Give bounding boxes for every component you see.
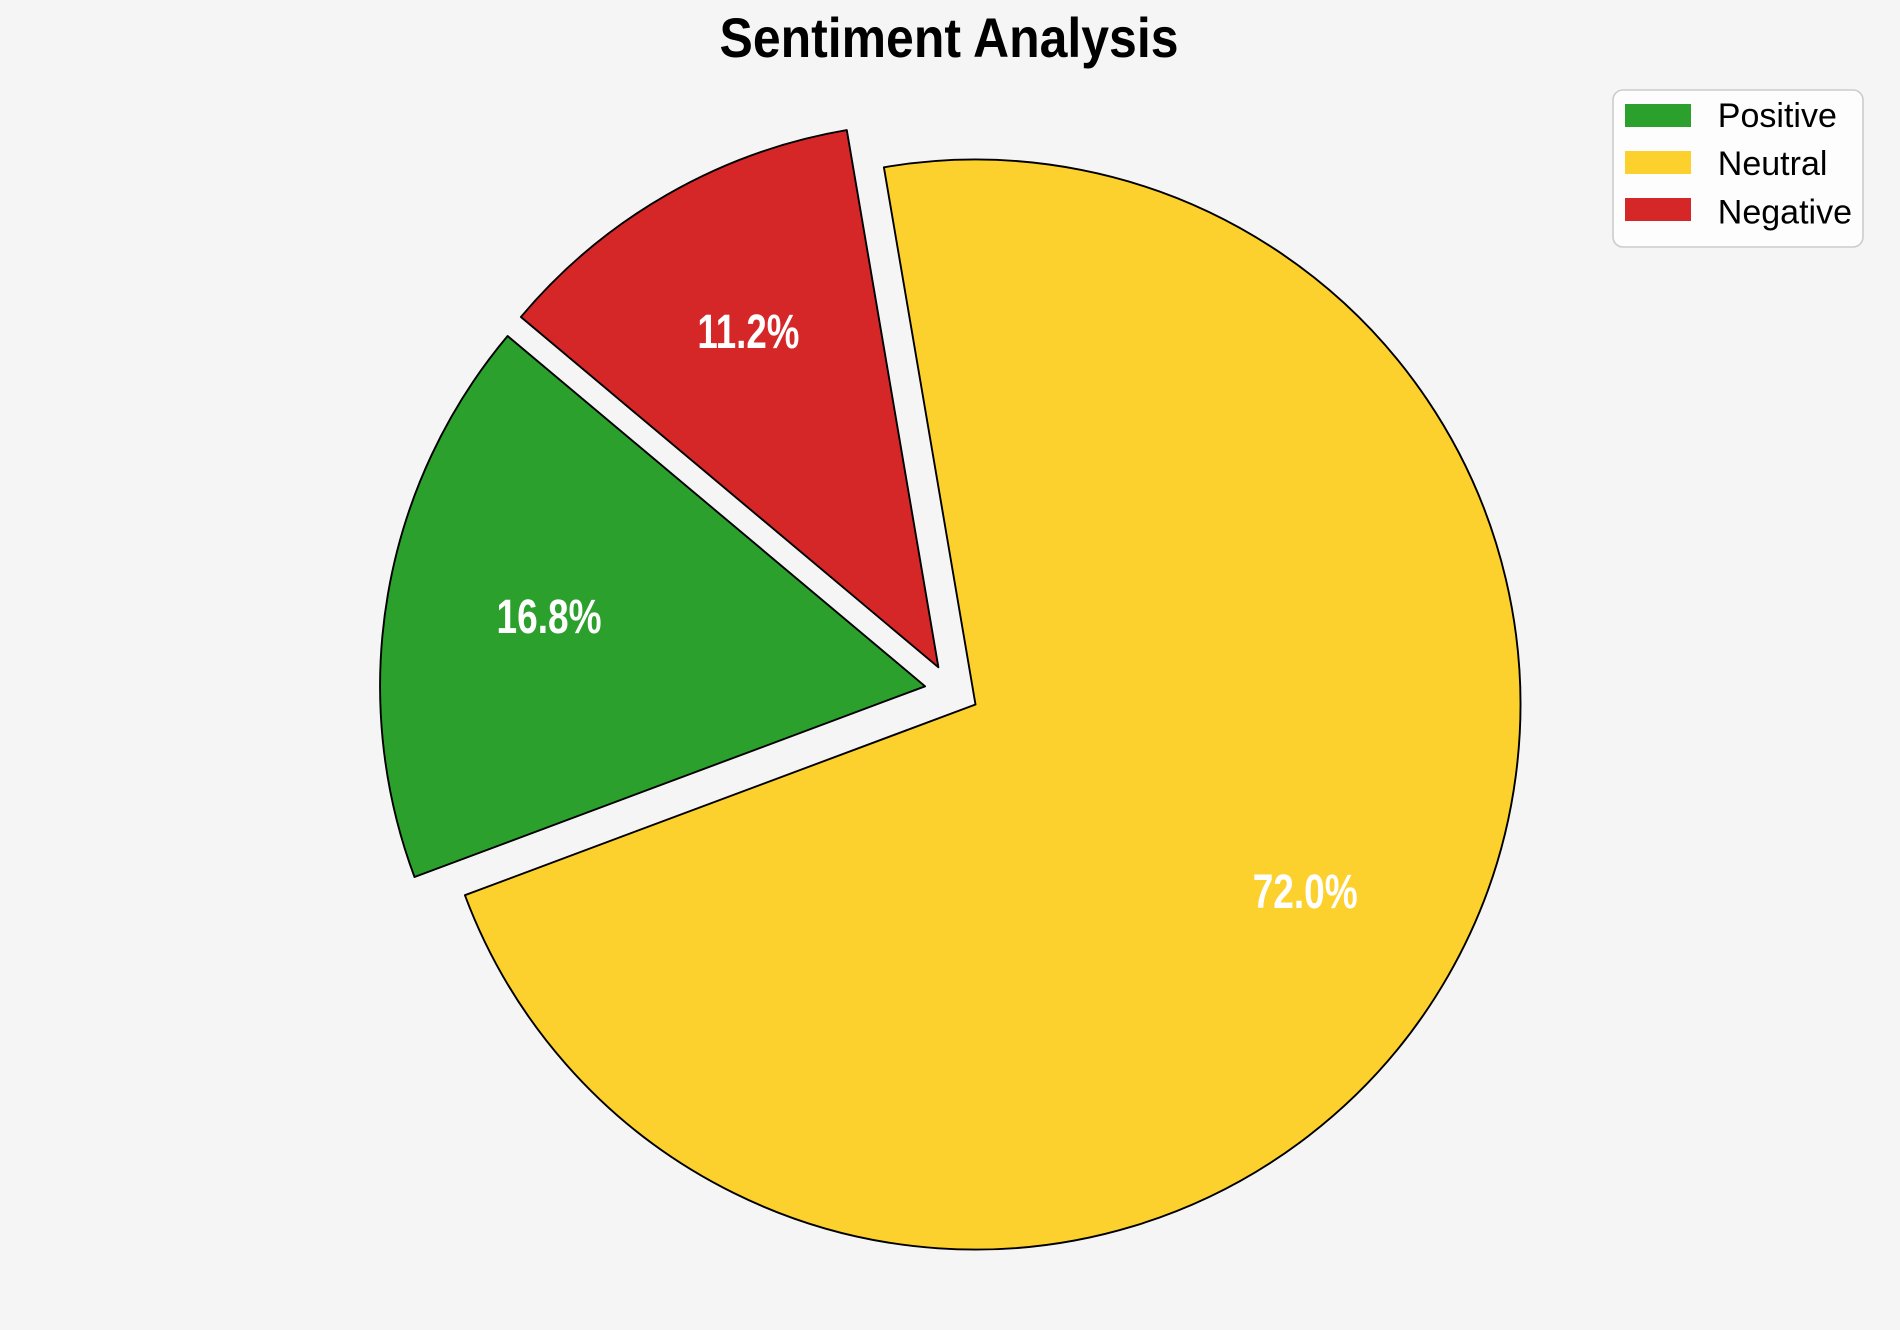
- svg-text:Neutral: Neutral: [1718, 145, 1828, 183]
- svg-text:Negative: Negative: [1718, 194, 1852, 232]
- svg-text:72.0%: 72.0%: [1253, 866, 1358, 919]
- svg-text:Sentiment Analysis: Sentiment Analysis: [720, 6, 1179, 69]
- svg-text:Positive: Positive: [1718, 97, 1837, 135]
- svg-text:16.8%: 16.8%: [497, 591, 602, 644]
- svg-text:11.2%: 11.2%: [697, 306, 799, 359]
